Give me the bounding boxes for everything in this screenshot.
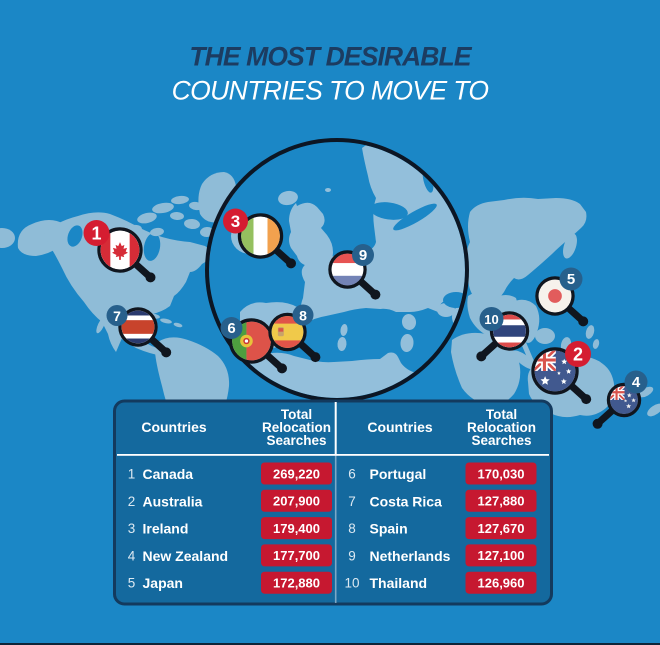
svg-text:170,030: 170,030 [478, 466, 525, 481]
svg-text:269,220: 269,220 [273, 466, 320, 481]
svg-text:Netherlands: Netherlands [370, 548, 451, 564]
svg-text:1: 1 [128, 467, 136, 482]
svg-text:Ireland: Ireland [143, 521, 189, 537]
svg-text:Relocation: Relocation [262, 420, 331, 435]
svg-text:127,880: 127,880 [478, 494, 525, 509]
svg-text:Countries: Countries [367, 419, 433, 435]
svg-text:4: 4 [632, 374, 641, 391]
svg-text:Searches: Searches [471, 433, 531, 448]
svg-text:3: 3 [231, 212, 240, 231]
svg-text:THE MOST DESIRABLE: THE MOST DESIRABLE [189, 42, 472, 72]
svg-text:10: 10 [344, 576, 359, 591]
svg-text:5: 5 [128, 576, 136, 591]
svg-text:127,100: 127,100 [478, 548, 525, 563]
svg-text:Countries: Countries [141, 419, 207, 435]
svg-text:4: 4 [128, 548, 136, 563]
svg-text:8: 8 [299, 308, 307, 324]
svg-text:Canada: Canada [143, 466, 194, 482]
svg-text:Japan: Japan [143, 575, 183, 591]
svg-text:6: 6 [348, 467, 356, 482]
svg-text:126,960: 126,960 [478, 576, 525, 591]
svg-text:179,400: 179,400 [273, 521, 320, 536]
svg-text:7: 7 [348, 494, 356, 509]
svg-text:New Zealand: New Zealand [143, 548, 229, 564]
svg-text:Portugal: Portugal [370, 466, 427, 482]
svg-text:172,880: 172,880 [273, 576, 320, 591]
svg-text:5: 5 [567, 271, 575, 288]
svg-text:9: 9 [348, 548, 356, 563]
svg-text:127,670: 127,670 [478, 521, 525, 536]
svg-text:Spain: Spain [370, 521, 408, 537]
svg-text:Total: Total [486, 407, 517, 422]
svg-text:Thailand: Thailand [370, 575, 428, 591]
svg-text:9: 9 [359, 247, 367, 264]
svg-text:177,700: 177,700 [273, 548, 320, 563]
svg-text:Costa Rica: Costa Rica [370, 493, 443, 509]
svg-text:Searches: Searches [266, 433, 326, 448]
svg-text:6: 6 [227, 320, 235, 337]
svg-text:COUNTRIES TO MOVE TO: COUNTRIES TO MOVE TO [172, 76, 489, 106]
svg-text:7: 7 [113, 308, 121, 324]
svg-text:10: 10 [484, 312, 498, 327]
svg-text:2: 2 [128, 494, 136, 509]
svg-text:207,900: 207,900 [273, 494, 320, 509]
svg-text:3: 3 [128, 521, 136, 536]
svg-text:8: 8 [348, 521, 356, 536]
svg-text:Total: Total [281, 407, 312, 422]
svg-text:Relocation: Relocation [467, 420, 536, 435]
svg-text:Australia: Australia [143, 493, 203, 509]
svg-text:1: 1 [91, 224, 101, 244]
svg-text:2: 2 [573, 345, 583, 365]
